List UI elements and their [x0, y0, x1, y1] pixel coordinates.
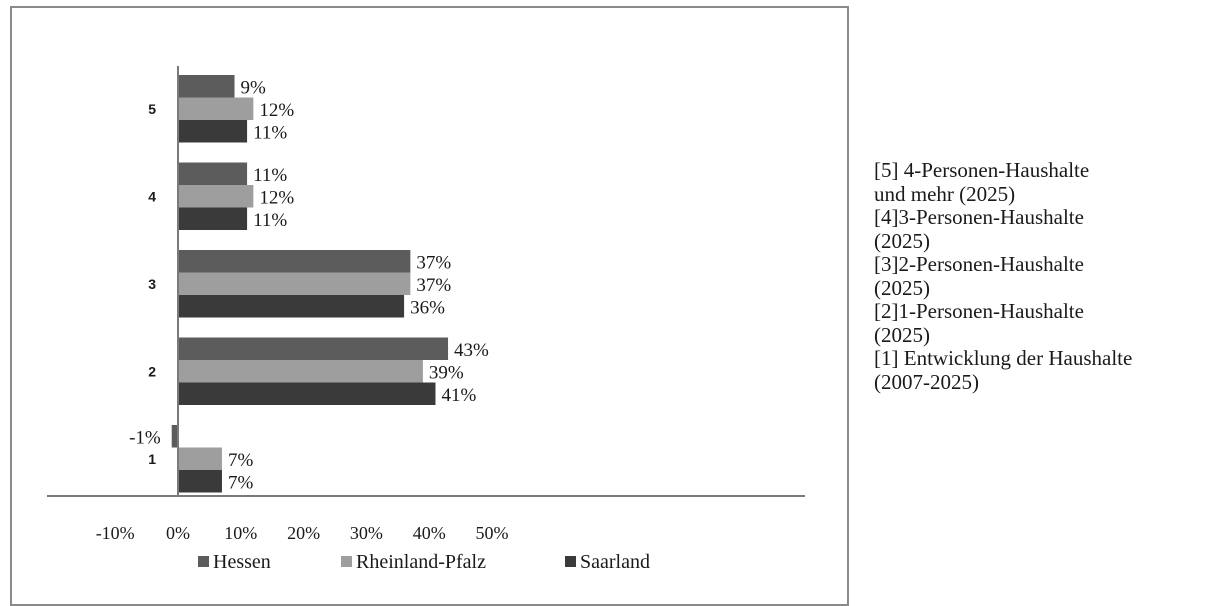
legend-swatch [198, 556, 209, 567]
data-label: 11% [253, 165, 287, 186]
side-note-line: [3]2-Personen-Haushalte [874, 252, 1084, 276]
bar [178, 250, 411, 273]
chart-frame [10, 6, 849, 606]
x-tick-label: 30% [350, 523, 383, 543]
data-label: 37% [416, 275, 451, 296]
bar [178, 382, 436, 405]
y-tick-label: 1 [148, 451, 156, 467]
data-label: 7% [228, 473, 254, 494]
side-note-line: und mehr (2025) [874, 181, 1016, 206]
data-label: 12% [259, 100, 294, 121]
x-tick-label: 10% [224, 523, 257, 543]
x-tick-label: -10% [96, 523, 135, 543]
x-tick-label: 0% [166, 523, 190, 543]
legend-label: Saarland [580, 551, 650, 573]
legend-swatch [341, 556, 352, 567]
x-tick-label: 20% [287, 523, 320, 543]
category-description: [5] 4-Personen-Haushalte und mehr (2025)… [874, 158, 1219, 394]
side-note-line: [4]3-Personen-Haushalte [874, 205, 1084, 229]
data-label: 43% [454, 340, 489, 361]
side-note-line: [5] 4-Personen-Haushalte [874, 158, 1090, 182]
bar [178, 162, 248, 185]
y-tick-label: 2 [148, 363, 156, 379]
bar [178, 75, 235, 98]
x-tick-label: 40% [413, 523, 446, 543]
legend-swatch [565, 556, 576, 567]
bar [178, 470, 222, 493]
y-tick-label: 5 [148, 101, 156, 117]
side-note-line: (2025) [874, 275, 930, 300]
legend-label: Hessen [213, 551, 271, 573]
data-label: 36% [410, 298, 445, 319]
data-label: 39% [429, 363, 464, 384]
bar [171, 425, 178, 448]
data-label: -1% [129, 428, 161, 449]
legend-label: Rheinland-Pfalz [356, 551, 486, 573]
bar [178, 295, 405, 318]
bar-chart: 9%12%11%511%12%11%437%37%36%343%39%41%2-… [47, 66, 805, 573]
side-note-line: (2007-2025) [874, 369, 979, 394]
bar [178, 185, 254, 208]
data-label: 12% [259, 188, 294, 209]
data-label: 11% [253, 123, 287, 144]
bar [178, 360, 423, 383]
bar [178, 447, 222, 470]
bar [178, 272, 411, 295]
data-label: 41% [441, 385, 476, 406]
side-note-line: (2025) [874, 228, 930, 253]
side-note-line: [1] Entwicklung der Haushalte [874, 346, 1133, 370]
data-label: 37% [416, 253, 451, 274]
x-tick-label: 50% [476, 523, 509, 543]
bar [178, 207, 248, 230]
bar [178, 337, 449, 360]
bar [178, 120, 248, 143]
y-tick-label: 3 [148, 276, 156, 292]
side-note-line: [2]1-Personen-Haushalte [874, 299, 1084, 323]
y-tick-label: 4 [148, 188, 156, 204]
bar [178, 97, 254, 120]
side-note-line: (2025) [874, 322, 930, 347]
data-label: 11% [253, 210, 287, 231]
data-label: 7% [228, 450, 254, 471]
data-label: 9% [241, 78, 267, 99]
